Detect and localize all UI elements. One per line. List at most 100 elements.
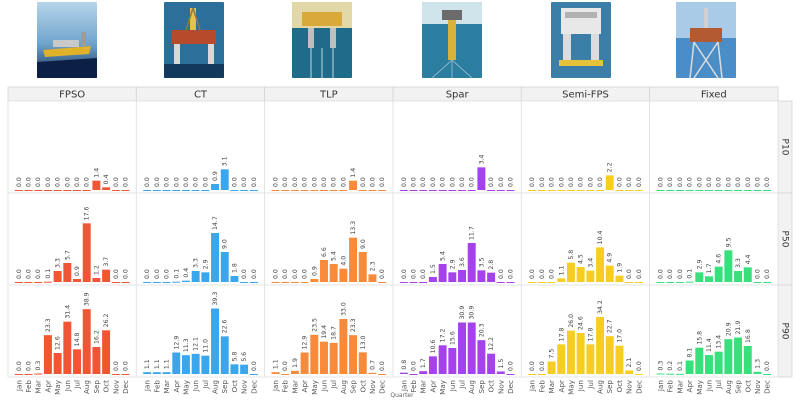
data-label: 0.0 (658, 269, 665, 279)
bar (152, 282, 161, 283)
data-label: 0.0 (558, 177, 565, 187)
bar (191, 271, 200, 282)
data-label: 16.2 (93, 330, 100, 344)
data-label: 8.1 (687, 348, 694, 358)
data-label: 0.0 (658, 177, 665, 187)
bar (290, 190, 299, 191)
data-label: 20.3 (478, 323, 485, 337)
bar (666, 373, 675, 375)
data-label: 0.0 (26, 177, 33, 187)
data-label: 13.0 (360, 335, 367, 349)
data-label: 3.6 (459, 257, 466, 267)
data-label: 0.0 (401, 269, 408, 279)
bar (143, 372, 152, 374)
bar (656, 282, 665, 283)
bar (605, 175, 614, 190)
data-label: 10.6 (430, 339, 437, 353)
data-label: 4.0 (340, 256, 347, 266)
month-tick-label: Jan (143, 380, 152, 392)
bar (695, 272, 704, 282)
data-label: 0.0 (35, 177, 42, 187)
data-label: 0.0 (154, 177, 161, 187)
bar (220, 252, 229, 282)
data-label: 11.0 (202, 339, 209, 353)
data-label: 0.0 (379, 177, 386, 187)
facet-header-label: Spar (446, 90, 470, 101)
fpso-platform-image (37, 2, 97, 78)
data-label: 0.0 (113, 361, 120, 371)
data-label: 0.0 (706, 177, 713, 187)
bar (281, 282, 290, 283)
bar (368, 274, 377, 282)
data-label: 0.0 (549, 177, 556, 187)
data-label: 16.8 (745, 329, 752, 343)
data-label: 2.8 (488, 260, 495, 270)
data-label: 12.9 (302, 336, 309, 350)
bar (121, 282, 130, 283)
month-tick-label: Jul (458, 380, 467, 390)
bar (172, 281, 181, 283)
bar (656, 373, 665, 375)
bar (249, 282, 258, 283)
facet-strip-label: P10 (780, 139, 790, 156)
bar (181, 355, 190, 374)
bar (537, 374, 546, 375)
data-label: 0.0 (578, 177, 585, 187)
bar (271, 190, 280, 191)
data-label: 12.1 (193, 337, 200, 351)
month-tick-label: Dec (506, 380, 515, 394)
bar (329, 264, 338, 282)
bar (191, 353, 200, 374)
bar (43, 335, 52, 374)
facet-header-label: Fixed (701, 90, 727, 101)
month-tick-label: May (181, 379, 190, 395)
bar (685, 281, 694, 283)
bar (399, 190, 408, 191)
data-label: 3.7 (103, 257, 110, 267)
data-label: 0.0 (529, 361, 536, 371)
bar (487, 272, 496, 282)
data-label: 30.9 (459, 306, 466, 320)
data-label: 0.0 (331, 177, 338, 187)
bar (310, 190, 319, 191)
data-label: 0.0 (636, 361, 643, 371)
bar (249, 374, 258, 375)
bar (596, 317, 605, 374)
data-label: 31.4 (64, 305, 71, 319)
bar (230, 276, 239, 282)
data-label: 0.8 (401, 360, 408, 370)
bar (695, 190, 704, 191)
data-label: 3.3 (193, 258, 200, 268)
data-label: 0.0 (696, 177, 703, 187)
data-label: 0.0 (626, 269, 633, 279)
bar (73, 349, 81, 374)
bar (477, 270, 486, 282)
data-label: 5.8 (568, 250, 575, 260)
bar (496, 190, 505, 191)
data-label: 0.0 (677, 269, 684, 279)
data-label: 9.0 (360, 239, 367, 249)
data-label: 0.0 (144, 269, 151, 279)
data-label: 0.0 (183, 177, 190, 187)
data-label: 6.6 (321, 247, 328, 257)
month-tick-label: Jun (704, 380, 713, 392)
bar (496, 371, 505, 374)
data-label: 22.7 (607, 319, 614, 333)
bar (290, 282, 299, 283)
data-label: 0.0 (113, 177, 120, 187)
data-label: 0.0 (507, 177, 514, 187)
bar (329, 190, 338, 191)
data-label: 13.3 (350, 221, 357, 235)
data-label: 11.7 (469, 226, 476, 240)
data-label: 5.7 (64, 250, 71, 260)
data-label: 0.0 (251, 177, 258, 187)
month-tick-label: Mar (419, 380, 428, 394)
month-tick-label: Jan (271, 380, 280, 392)
month-tick-label: Jun (63, 380, 72, 392)
data-label: 12.2 (488, 337, 495, 351)
data-label: 0.0 (549, 269, 556, 279)
data-label: 19.4 (321, 325, 328, 339)
data-label: 0.0 (687, 177, 694, 187)
month-tick-label: Feb (666, 380, 675, 393)
data-label: 0.0 (231, 177, 238, 187)
